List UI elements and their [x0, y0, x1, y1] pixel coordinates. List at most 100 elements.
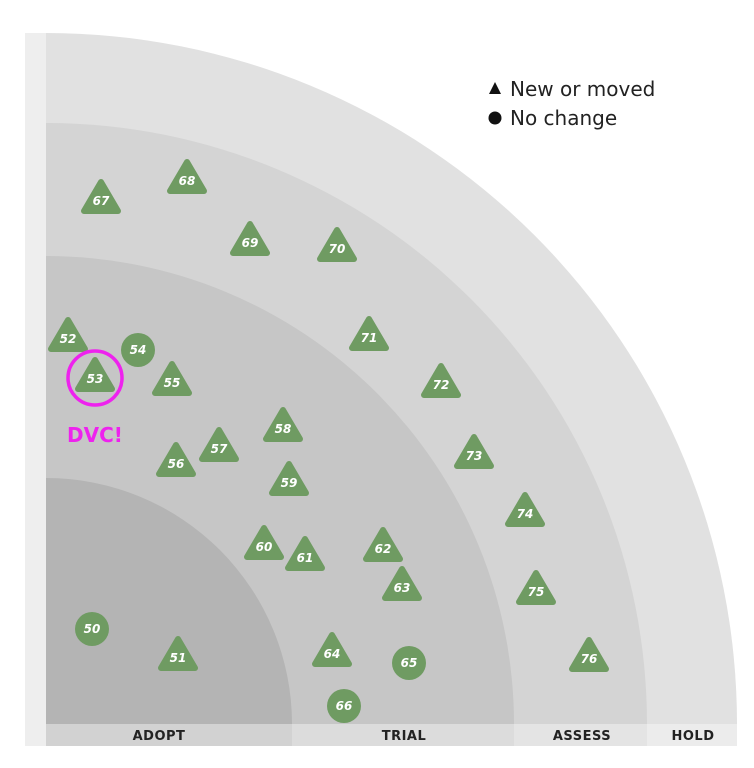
blip-triangle-icon	[312, 632, 352, 667]
blip-triangle-icon	[269, 461, 309, 496]
blip-triangle-icon	[156, 442, 196, 477]
blip-66[interactable]: 66	[327, 689, 361, 723]
blip-53[interactable]: 53	[75, 357, 115, 392]
blip-50[interactable]: 50	[75, 612, 109, 646]
blip-67[interactable]: 67	[81, 179, 121, 214]
blip-59[interactable]: 59	[269, 461, 309, 496]
blip-number: 62	[375, 542, 392, 556]
blip-62[interactable]: 62	[363, 527, 403, 562]
blip-number: 71	[361, 331, 378, 345]
ring-label-bg-assess	[514, 724, 647, 746]
ring-adopt	[46, 478, 292, 724]
blip-circle-icon	[327, 689, 361, 723]
blip-56[interactable]: 56	[156, 442, 196, 477]
blip-number: 72	[433, 378, 450, 392]
blip-71[interactable]: 71	[349, 316, 389, 351]
blip-triangle-icon	[382, 566, 422, 601]
blip-triangle-icon	[421, 363, 461, 398]
blip-triangle-icon	[285, 536, 325, 571]
ring-label-bar: ADOPT TRIAL ASSESS HOLD	[25, 724, 737, 746]
callout-label: DVC!	[67, 423, 123, 447]
blip-number: 73	[466, 449, 483, 463]
blip-number: 57	[211, 442, 228, 456]
blip-number: 67	[93, 194, 110, 208]
blip-triangle-icon	[75, 357, 115, 392]
blip-number: 56	[168, 457, 185, 471]
dvc-callout: DVC!	[66, 349, 124, 447]
blip-74[interactable]: 74	[505, 492, 545, 527]
legend-new-or-moved: New or moved	[510, 77, 655, 101]
blip-triangle-icon	[158, 636, 198, 671]
blip-circle-icon	[75, 612, 109, 646]
blip-triangle-icon	[48, 317, 88, 352]
blip-52[interactable]: 52	[48, 317, 88, 352]
blip-number: 69	[242, 236, 259, 250]
blip-54[interactable]: 54	[121, 333, 155, 367]
blip-number: 70	[329, 242, 346, 256]
blip-58[interactable]: 58	[263, 407, 303, 442]
blip-circle-icon	[392, 646, 426, 680]
blip-61[interactable]: 61	[285, 536, 325, 571]
blip-number: 66	[336, 699, 353, 713]
legend-circle-icon	[488, 111, 502, 125]
blip-triangle-icon	[317, 227, 357, 262]
legend: New or moved No change	[488, 77, 655, 130]
blip-triangle-icon	[244, 525, 284, 560]
blip-number: 74	[517, 507, 534, 521]
blip-triangle-icon	[505, 492, 545, 527]
blip-number: 68	[179, 174, 196, 188]
blip-number: 61	[297, 551, 314, 565]
blips: 50 51 52 53 54 55 56 57 58 59 60 61 62 63 64 65 66 67 68 69…	[48, 159, 609, 723]
ring-label-adopt: ADOPT	[133, 729, 186, 744]
blip-76[interactable]: 76	[569, 637, 609, 672]
blip-triangle-icon	[263, 407, 303, 442]
blip-triangle-icon	[569, 637, 609, 672]
blip-triangle-icon	[349, 316, 389, 351]
callout-ring	[66, 349, 124, 407]
blip-number: 59	[281, 476, 298, 490]
blip-63[interactable]: 63	[382, 566, 422, 601]
blip-triangle-icon	[167, 159, 207, 194]
blip-51[interactable]: 51	[158, 636, 198, 671]
blip-68[interactable]: 68	[167, 159, 207, 194]
blip-65[interactable]: 65	[392, 646, 426, 680]
blip-number: 64	[324, 647, 341, 661]
blip-55[interactable]: 55	[152, 361, 192, 396]
blip-number: 51	[170, 651, 187, 665]
ring-label-hold: HOLD	[671, 729, 714, 744]
blip-number: 53	[87, 372, 104, 386]
blip-number: 50	[84, 622, 101, 636]
ring-label-trial: TRIAL	[382, 729, 427, 744]
blip-number: 63	[394, 581, 411, 595]
blip-number: 58	[275, 422, 292, 436]
ring-label-bg-hold	[647, 724, 737, 746]
ring-label-bg-adopt	[46, 724, 292, 746]
blip-number: 75	[528, 585, 545, 599]
blip-75[interactable]: 75	[516, 570, 556, 605]
blip-triangle-icon	[454, 434, 494, 469]
blip-number: 52	[60, 332, 77, 346]
ring-label-bar-edge	[25, 724, 46, 746]
ring-label-bg-trial	[292, 724, 514, 746]
blip-number: 55	[164, 376, 181, 390]
blip-circle-icon	[121, 333, 155, 367]
legend-triangle-icon	[489, 82, 501, 94]
blip-triangle-icon	[363, 527, 403, 562]
blip-70[interactable]: 70	[317, 227, 357, 262]
blip-triangle-icon	[516, 570, 556, 605]
blip-73[interactable]: 73	[454, 434, 494, 469]
radar-left-edge	[25, 33, 46, 746]
blip-number: 65	[401, 656, 418, 670]
blip-57[interactable]: 57	[199, 427, 239, 462]
blip-69[interactable]: 69	[230, 221, 270, 256]
blip-64[interactable]: 64	[312, 632, 352, 667]
blip-number: 54	[130, 343, 147, 357]
ring-label-assess: ASSESS	[553, 729, 611, 744]
blip-triangle-icon	[230, 221, 270, 256]
blip-triangle-icon	[152, 361, 192, 396]
blip-number: 60	[256, 540, 273, 554]
blip-number: 76	[581, 652, 598, 666]
blip-72[interactable]: 72	[421, 363, 461, 398]
blip-60[interactable]: 60	[244, 525, 284, 560]
